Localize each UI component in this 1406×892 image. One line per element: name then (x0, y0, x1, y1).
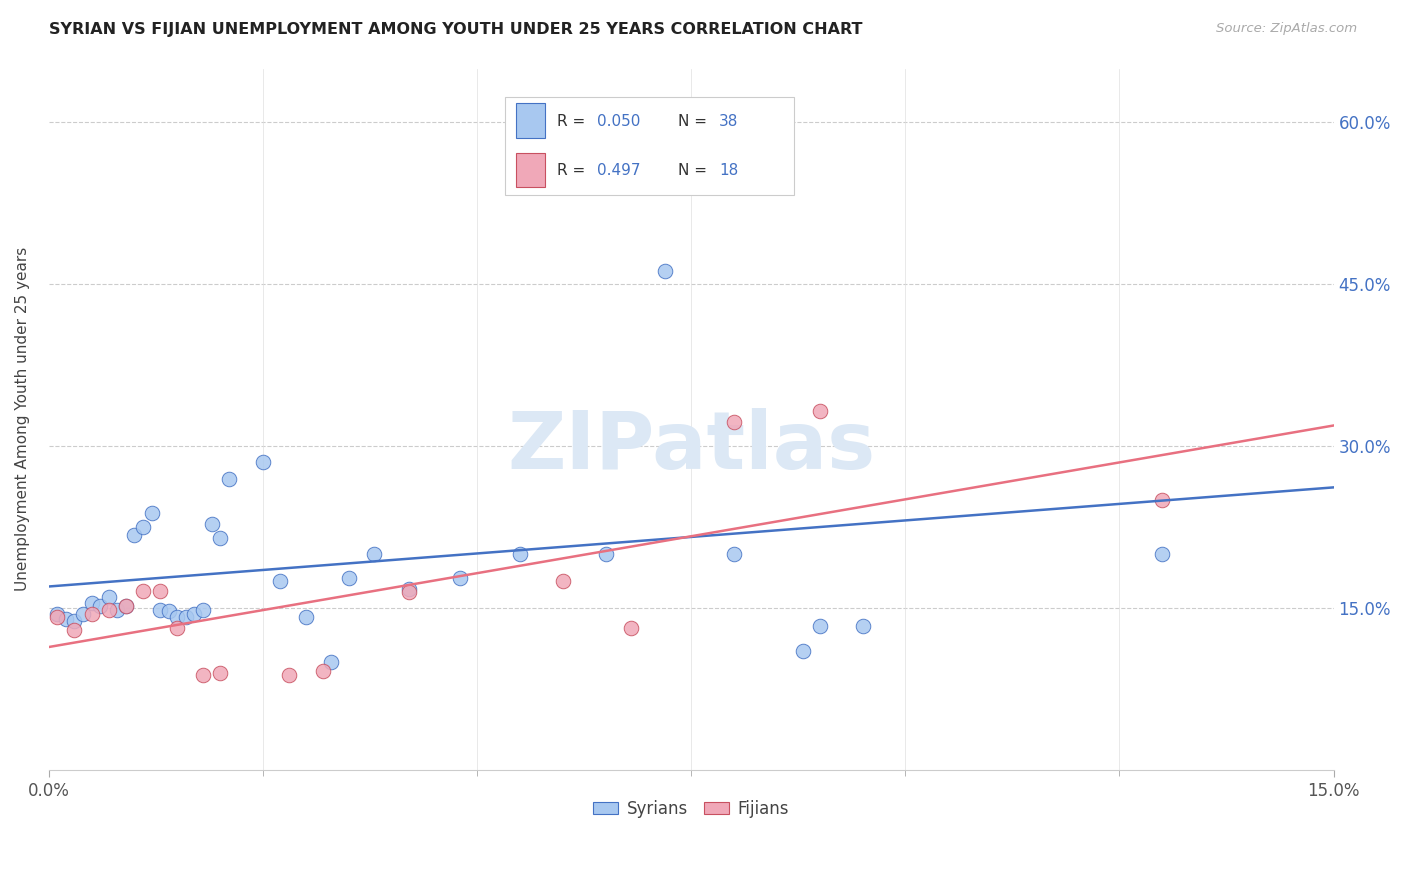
Point (269, 574, 291, 589)
Point (1152, 493, 1174, 508)
Point (191, 668, 214, 682)
Point (209, 665, 232, 680)
Point (63, 623, 86, 637)
Point (115, 599, 138, 613)
Point (312, 664, 335, 678)
Point (97, 591, 120, 605)
Point (398, 582, 420, 596)
Y-axis label: Unemployment Among Youth under 25 years: Unemployment Among Youth under 25 years (15, 247, 30, 591)
Point (252, 455, 274, 469)
Point (321, 655, 343, 669)
Point (509, 547, 531, 561)
Point (149, 583, 172, 598)
Point (337, 571, 360, 585)
Point (551, 574, 574, 589)
Point (808, 619, 831, 633)
Point (398, 585, 420, 599)
Point (191, 603, 214, 617)
Point (851, 619, 873, 633)
Point (166, 609, 188, 624)
Point (218, 472, 240, 486)
Point (595, 547, 617, 561)
Point (46, 609, 69, 624)
Point (363, 547, 385, 561)
Text: ZIPatlas: ZIPatlas (508, 409, 876, 486)
Point (72, 607, 94, 621)
Point (105, 603, 128, 617)
Point (149, 603, 172, 617)
Point (808, 403, 831, 417)
Point (654, 264, 676, 278)
Point (115, 599, 138, 613)
Point (132, 583, 155, 598)
Point (141, 506, 163, 520)
Text: SYRIAN VS FIJIAN UNEMPLOYMENT AMONG YOUTH UNDER 25 YEARS CORRELATION CHART: SYRIAN VS FIJIAN UNEMPLOYMENT AMONG YOUT… (49, 22, 863, 37)
Point (200, 516, 222, 531)
Point (80, 596, 103, 610)
Legend: Syrians, Fijians: Syrians, Fijians (586, 794, 796, 825)
Point (89, 599, 111, 613)
Point (449, 571, 471, 585)
Point (55, 612, 77, 626)
Point (80, 607, 103, 621)
Point (183, 607, 205, 621)
Point (723, 547, 745, 561)
Point (124, 527, 146, 541)
Point (63, 614, 86, 628)
Point (576, 159, 599, 173)
Point (209, 531, 232, 545)
Point (620, 621, 643, 635)
Point (792, 644, 814, 658)
Point (157, 604, 180, 618)
Point (294, 609, 316, 624)
Point (723, 416, 745, 430)
Point (166, 621, 188, 635)
Point (132, 520, 155, 534)
Point (174, 609, 197, 624)
Point (97, 603, 120, 617)
Point (1152, 547, 1174, 561)
Point (277, 668, 299, 682)
Text: Source: ZipAtlas.com: Source: ZipAtlas.com (1216, 22, 1357, 36)
Point (46, 607, 69, 621)
